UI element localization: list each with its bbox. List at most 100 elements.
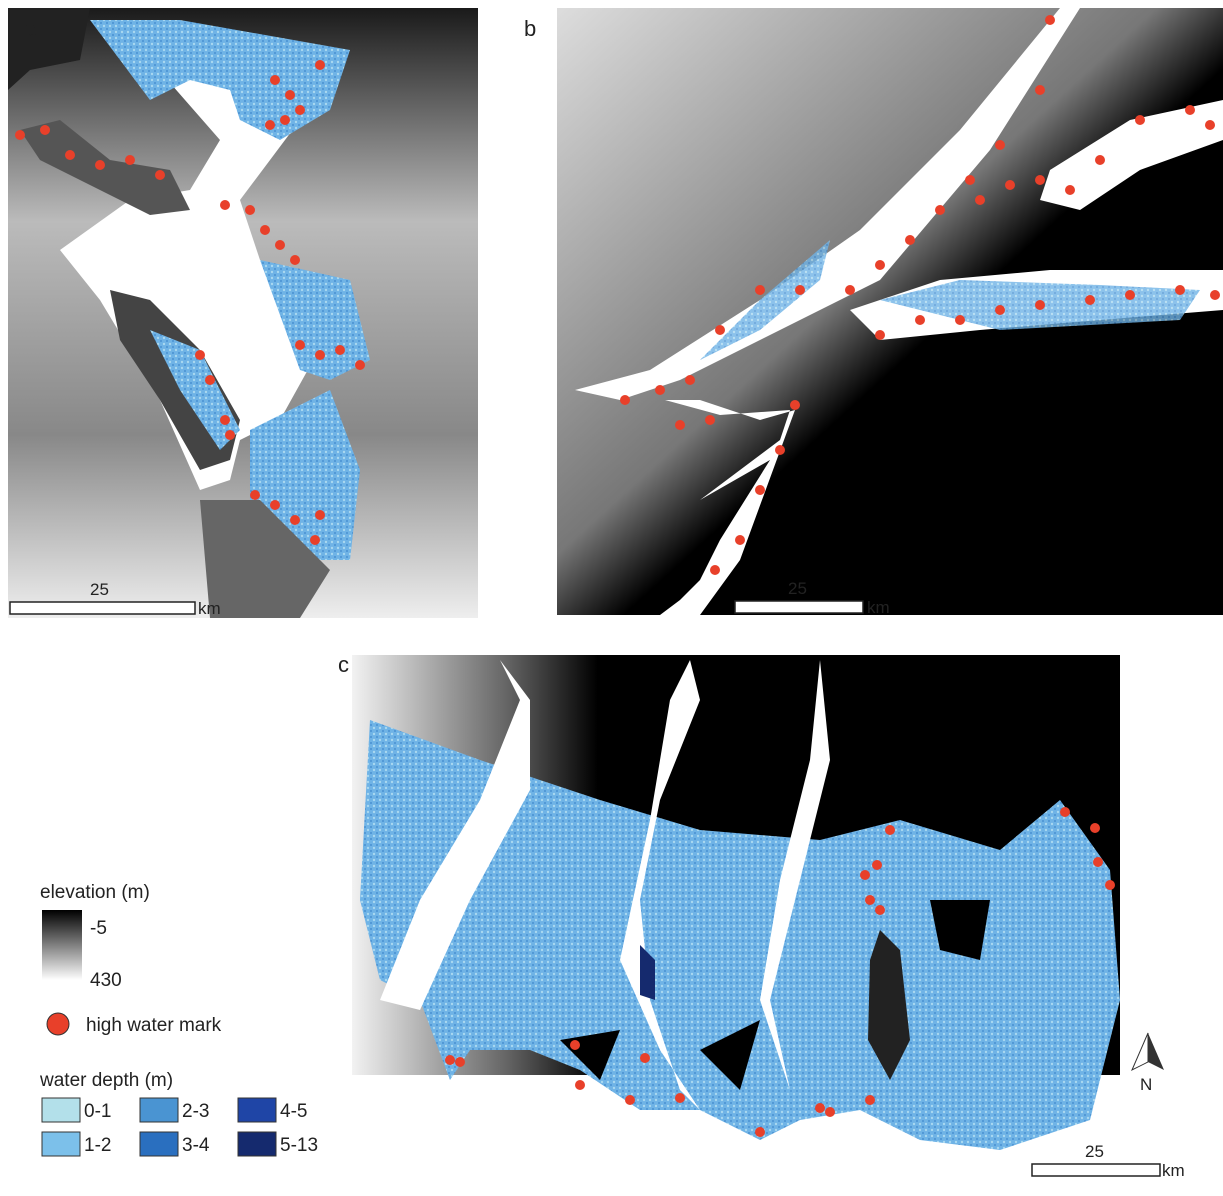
high-water-mark (1035, 300, 1045, 310)
high-water-mark (285, 90, 295, 100)
high-water-mark (965, 175, 975, 185)
water-depth-swatch (42, 1132, 80, 1156)
high-water-mark (455, 1057, 465, 1067)
high-water-mark (265, 120, 275, 130)
high-water-mark (1035, 85, 1045, 95)
high-water-mark (915, 315, 925, 325)
scale-bar-length: 25 (1085, 1142, 1104, 1161)
high-water-mark-symbol (47, 1013, 69, 1035)
panel-label: a (24, 16, 37, 41)
high-water-mark (225, 430, 235, 440)
legend-title: elevation (m) (40, 882, 150, 903)
high-water-mark (250, 490, 260, 500)
water-depth-swatch (140, 1098, 178, 1122)
figure: a 25 km b 25 km c 25 km N elevation (m) … (0, 0, 1223, 1191)
high-water-mark (775, 445, 785, 455)
high-water-mark (1205, 120, 1215, 130)
high-water-mark (1210, 290, 1220, 300)
high-water-mark (220, 200, 230, 210)
high-water-mark (640, 1053, 650, 1063)
high-water-mark (1175, 285, 1185, 295)
high-water-mark (1085, 295, 1095, 305)
high-water-mark (1093, 857, 1103, 867)
high-water-mark (1135, 115, 1145, 125)
water-depth-label: 2-3 (182, 1101, 209, 1122)
high-water-mark (885, 825, 895, 835)
high-water-mark (310, 535, 320, 545)
high-water-mark (195, 350, 205, 360)
high-water-mark (1035, 175, 1045, 185)
high-water-mark (1185, 105, 1195, 115)
water-depth-swatch (42, 1098, 80, 1122)
high-water-mark (625, 1095, 635, 1105)
high-water-mark (815, 1103, 825, 1113)
high-water-mark (40, 125, 50, 135)
water-depth-label: 1-2 (84, 1135, 111, 1156)
scale-bar (10, 602, 195, 614)
high-water-mark (155, 170, 165, 180)
high-water-mark (710, 565, 720, 575)
scale-bar-unit: km (867, 598, 890, 617)
high-water-mark (290, 255, 300, 265)
high-water-mark (315, 350, 325, 360)
high-water-mark (675, 1093, 685, 1103)
north-arrow (1148, 1033, 1164, 1070)
high-water-mark (872, 860, 882, 870)
high-water-mark (570, 1040, 580, 1050)
high-water-mark (1005, 180, 1015, 190)
legend: elevation (m) -5 430 high water mark wat… (39, 882, 318, 1156)
high-water-mark (935, 205, 945, 215)
scale-bar (735, 601, 863, 613)
high-water-mark (705, 415, 715, 425)
high-water-mark (295, 340, 305, 350)
high-water-mark (355, 360, 365, 370)
high-water-mark (675, 420, 685, 430)
scale-bar-length: 25 (788, 579, 807, 598)
high-water-mark (875, 905, 885, 915)
high-water-mark (795, 285, 805, 295)
high-water-mark (295, 105, 305, 115)
high-water-mark (245, 205, 255, 215)
high-water-mark (790, 400, 800, 410)
north-label: N (1140, 1075, 1152, 1094)
panel-label: b (524, 16, 536, 41)
high-water-mark (735, 535, 745, 545)
water-depth-label: 4-5 (280, 1101, 307, 1122)
high-water-mark (1060, 807, 1070, 817)
high-water-mark (445, 1055, 455, 1065)
water-depth-swatch (238, 1098, 276, 1122)
high-water-mark (335, 345, 345, 355)
high-water-mark (825, 1107, 835, 1117)
north-arrow (1132, 1033, 1148, 1070)
high-water-mark (315, 510, 325, 520)
high-water-mark (125, 155, 135, 165)
high-water-mark (270, 75, 280, 85)
high-water-mark (685, 375, 695, 385)
high-water-mark (875, 260, 885, 270)
water-depth-swatch (140, 1132, 178, 1156)
elevation-low-label: -5 (90, 918, 107, 939)
high-water-mark (95, 160, 105, 170)
high-water-mark (275, 240, 285, 250)
high-water-mark (1065, 185, 1075, 195)
high-water-mark (860, 870, 870, 880)
panel-c-map (352, 655, 1120, 1150)
high-water-mark (755, 285, 765, 295)
panel-label: c (338, 652, 349, 677)
high-water-mark (280, 115, 290, 125)
high-water-mark (220, 415, 230, 425)
high-water-mark (1045, 15, 1055, 25)
high-water-mark (755, 485, 765, 495)
scale-bar-length: 25 (90, 580, 109, 599)
high-water-mark (755, 1127, 765, 1137)
water-depth-label: 5-13 (280, 1135, 318, 1156)
legend-title: water depth (m) (39, 1070, 173, 1091)
high-water-mark (575, 1080, 585, 1090)
high-water-mark (205, 375, 215, 385)
high-water-mark (845, 285, 855, 295)
high-water-mark (995, 140, 1005, 150)
elevation-ramp (42, 910, 82, 980)
water-depth-label: 0-1 (84, 1101, 111, 1122)
high-water-mark (865, 895, 875, 905)
high-water-mark (1105, 880, 1115, 890)
